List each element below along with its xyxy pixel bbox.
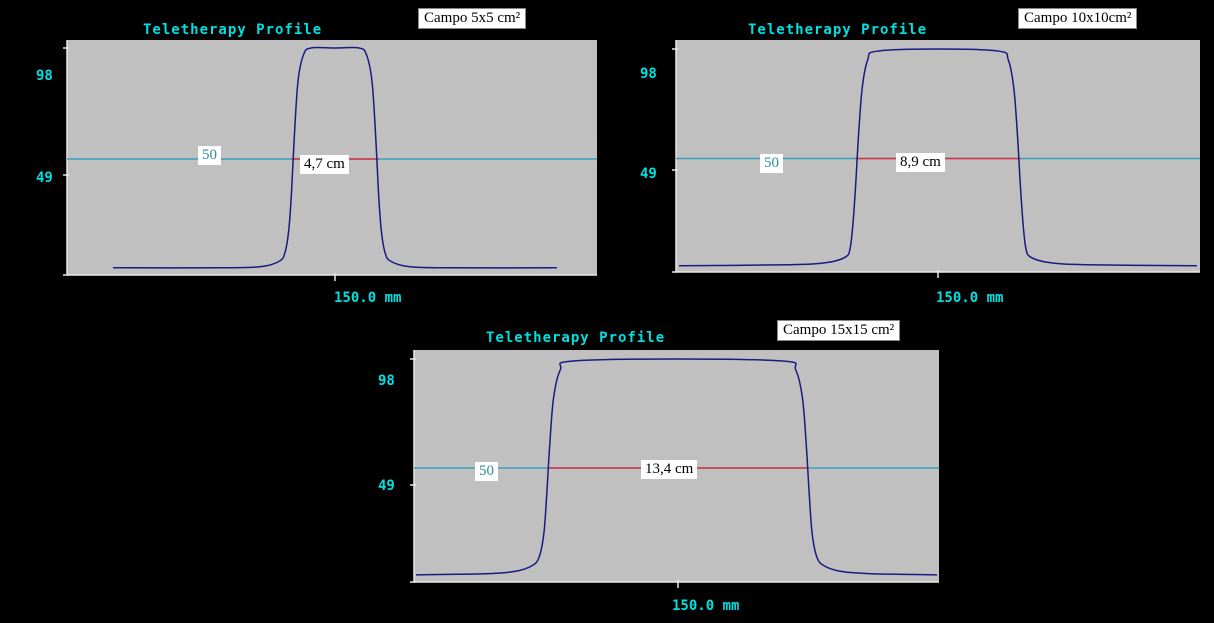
level-label: 50 xyxy=(198,146,221,165)
field-size-caption: Campo 5x5 cm² xyxy=(418,8,527,29)
y-tick-49: 49 xyxy=(36,170,53,186)
field-width-label: 8,9 cm xyxy=(896,153,945,172)
field-width-label: 13,4 cm xyxy=(641,460,698,479)
chart-title: Teletherapy Profile xyxy=(143,22,323,38)
plot-area: 50 4,7 cm xyxy=(63,40,597,281)
y-tick-98: 98 xyxy=(36,68,53,84)
y-tick-98: 98 xyxy=(640,66,657,82)
field-size-caption: Campo 10x10cm² xyxy=(1018,8,1138,29)
chart-title: Teletherapy Profile xyxy=(486,330,666,346)
profile-series-line xyxy=(112,46,558,269)
field-width-label: 4,7 cm xyxy=(300,155,349,174)
level-label: 50 xyxy=(760,154,783,173)
plot-area: 50 13,4 cm xyxy=(410,350,939,588)
plot-area: 50 8,9 cm xyxy=(672,40,1200,278)
y-tick-49: 49 xyxy=(378,478,395,494)
x-axis-label: 150.0 mm xyxy=(334,290,402,306)
y-tick-49: 49 xyxy=(640,166,657,182)
profile-series-line xyxy=(678,48,1198,267)
chart-title: Teletherapy Profile xyxy=(748,22,928,38)
profile-series-line xyxy=(415,358,938,576)
level-label: 50 xyxy=(475,462,498,481)
x-axis-label: 150.0 mm xyxy=(936,290,1004,306)
profile-svg xyxy=(63,40,597,281)
x-axis-label: 150.0 mm xyxy=(672,598,740,614)
y-tick-98: 98 xyxy=(378,373,395,389)
field-size-caption: Campo 15x15 cm² xyxy=(777,320,901,341)
